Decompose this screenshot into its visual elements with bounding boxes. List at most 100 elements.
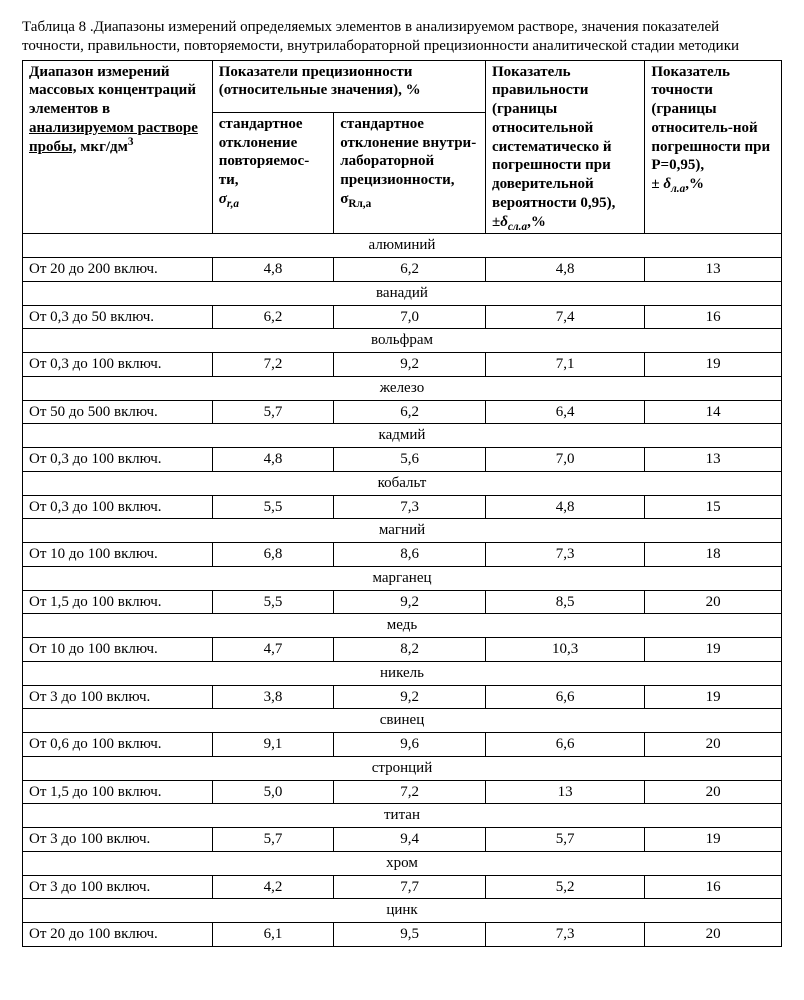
- cell-dc: 6,4: [485, 400, 644, 424]
- cell-sR: 7,2: [334, 780, 486, 804]
- section-row: магний: [23, 519, 782, 543]
- table-row: От 10 до 100 включ.4,78,210,319: [23, 638, 782, 662]
- cell-sR: 6,2: [334, 400, 486, 424]
- cell-sr: 5,0: [212, 780, 333, 804]
- cell-dc: 5,2: [485, 875, 644, 899]
- section-name: ванадий: [23, 281, 782, 305]
- section-name: железо: [23, 376, 782, 400]
- cell-sR: 8,6: [334, 543, 486, 567]
- cell-range: От 1,5 до 100 включ.: [23, 590, 213, 614]
- cell-sr: 9,1: [212, 733, 333, 757]
- section-row: кобальт: [23, 471, 782, 495]
- cell-dc: 6,6: [485, 733, 644, 757]
- cell-sr: 6,8: [212, 543, 333, 567]
- col4-pre: Показатель правильности (границы относит…: [492, 64, 615, 211]
- section-name: алюминий: [23, 234, 782, 258]
- col-header-sR: стандартное отклонение внутри-лабораторн…: [334, 112, 486, 233]
- table-row: От 1,5 до 100 включ.5,59,28,520: [23, 590, 782, 614]
- cell-range: От 0,3 до 100 включ.: [23, 353, 213, 377]
- col-header-trueness: Показатель правильности (границы относит…: [485, 60, 644, 234]
- col3-sym-sub: Rл,a: [348, 198, 371, 210]
- cell-da: 19: [645, 353, 782, 377]
- cell-sR: 9,6: [334, 733, 486, 757]
- table-row: От 3 до 100 включ.4,27,75,216: [23, 875, 782, 899]
- cell-da: 19: [645, 828, 782, 852]
- section-name: стронций: [23, 756, 782, 780]
- cell-sR: 9,5: [334, 923, 486, 947]
- cell-sR: 8,2: [334, 638, 486, 662]
- section-row: свинец: [23, 709, 782, 733]
- cell-sr: 7,2: [212, 353, 333, 377]
- cell-range: От 3 до 100 включ.: [23, 685, 213, 709]
- col4-sym-suf: ,%: [527, 214, 546, 230]
- table-row: От 1,5 до 100 включ.5,07,21320: [23, 780, 782, 804]
- cell-sr: 5,7: [212, 400, 333, 424]
- cell-range: От 0,3 до 100 включ.: [23, 448, 213, 472]
- precision-table: Диапазон измерений массовых концентраций…: [22, 60, 782, 947]
- cell-sR: 7,3: [334, 495, 486, 519]
- table-row: От 0,3 до 50 включ.6,27,07,416: [23, 305, 782, 329]
- cell-range: От 3 до 100 включ.: [23, 828, 213, 852]
- cell-da: 19: [645, 638, 782, 662]
- col4-sym-sub: сл.a: [508, 221, 527, 233]
- section-row: цинк: [23, 899, 782, 923]
- table-body: алюминийОт 20 до 200 включ.4,86,24,813ва…: [23, 234, 782, 947]
- cell-sR: 9,2: [334, 590, 486, 614]
- col5-sym-sub: л.a: [671, 183, 685, 195]
- section-row: медь: [23, 614, 782, 638]
- col-header-accuracy: Показатель точности (границы относитель-…: [645, 60, 782, 234]
- cell-dc: 7,0: [485, 448, 644, 472]
- col1-pre: Диапазон измерений массовых концентраций…: [29, 64, 196, 118]
- section-name: кобальт: [23, 471, 782, 495]
- section-name: свинец: [23, 709, 782, 733]
- cell-range: От 1,5 до 100 включ.: [23, 780, 213, 804]
- cell-range: От 10 до 100 включ.: [23, 638, 213, 662]
- col2-sym-sub: r,a: [227, 198, 239, 210]
- col4-sym-pref: ±: [492, 214, 500, 230]
- cell-da: 14: [645, 400, 782, 424]
- cell-sr: 4,7: [212, 638, 333, 662]
- col5-pre: Показатель точности (границы относитель-…: [651, 64, 770, 174]
- table-row: От 3 до 100 включ.3,89,26,619: [23, 685, 782, 709]
- cell-sr: 5,5: [212, 590, 333, 614]
- cell-sr: 5,7: [212, 828, 333, 852]
- cell-range: От 0,6 до 100 включ.: [23, 733, 213, 757]
- cell-range: От 0,3 до 100 включ.: [23, 495, 213, 519]
- cell-da: 16: [645, 305, 782, 329]
- cell-sR: 9,4: [334, 828, 486, 852]
- cell-da: 20: [645, 923, 782, 947]
- section-name: титан: [23, 804, 782, 828]
- cell-dc: 7,4: [485, 305, 644, 329]
- table-caption: Таблица 8 .Диапазоны измерений определяе…: [22, 18, 782, 56]
- table-row: От 0,3 до 100 включ.7,29,27,119: [23, 353, 782, 377]
- section-name: цинк: [23, 899, 782, 923]
- cell-range: От 20 до 200 включ.: [23, 258, 213, 282]
- section-row: кадмий: [23, 424, 782, 448]
- section-name: магний: [23, 519, 782, 543]
- table-row: От 20 до 200 включ.4,86,24,813: [23, 258, 782, 282]
- cell-da: 16: [645, 875, 782, 899]
- cell-sr: 4,2: [212, 875, 333, 899]
- cell-sr: 6,2: [212, 305, 333, 329]
- cell-sr: 5,5: [212, 495, 333, 519]
- section-row: железо: [23, 376, 782, 400]
- cell-dc: 7,3: [485, 923, 644, 947]
- cell-dc: 7,1: [485, 353, 644, 377]
- cell-sr: 4,8: [212, 448, 333, 472]
- table-row: От 3 до 100 включ.5,79,45,719: [23, 828, 782, 852]
- section-row: никель: [23, 661, 782, 685]
- cell-dc: 7,3: [485, 543, 644, 567]
- table-row: От 0,3 до 100 включ.5,57,34,815: [23, 495, 782, 519]
- cell-sR: 9,2: [334, 685, 486, 709]
- cell-dc: 6,6: [485, 685, 644, 709]
- section-row: алюминий: [23, 234, 782, 258]
- cell-range: От 10 до 100 включ.: [23, 543, 213, 567]
- cell-sR: 9,2: [334, 353, 486, 377]
- section-name: марганец: [23, 566, 782, 590]
- cell-sR: 7,0: [334, 305, 486, 329]
- cell-da: 18: [645, 543, 782, 567]
- cell-da: 19: [645, 685, 782, 709]
- cell-da: 20: [645, 733, 782, 757]
- table-row: От 0,6 до 100 включ.9,19,66,620: [23, 733, 782, 757]
- section-name: хром: [23, 851, 782, 875]
